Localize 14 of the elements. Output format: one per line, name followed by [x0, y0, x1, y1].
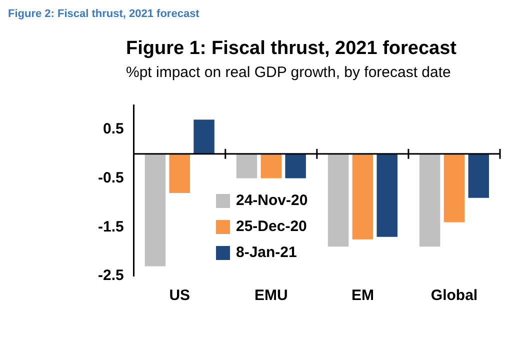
x-tick-label: EMU — [254, 287, 288, 304]
x-tick-label: EM — [351, 287, 374, 304]
caption: Figure 2: Fiscal thrust, 2021 forecast — [8, 8, 200, 20]
y-tick-label: -1.5 — [98, 218, 124, 236]
legend-label: 25-Dec-20 — [236, 218, 307, 235]
chart-subtitle: %pt impact on real GDP growth, by forecast date — [126, 64, 451, 81]
y-tick-label: -0.5 — [98, 169, 124, 186]
chart-title: Figure 1: Fiscal thrust, 2021 forecast — [126, 38, 457, 60]
x-tick-label: Global — [430, 287, 478, 304]
legend-label: 24-Nov-20 — [236, 192, 308, 209]
y-tick-label: -2.5 — [98, 267, 124, 284]
x-tick-label: US — [169, 287, 190, 304]
legend-label: 8-Jan-21 — [236, 244, 297, 261]
y-tick-label: 0.5 — [102, 120, 124, 138]
